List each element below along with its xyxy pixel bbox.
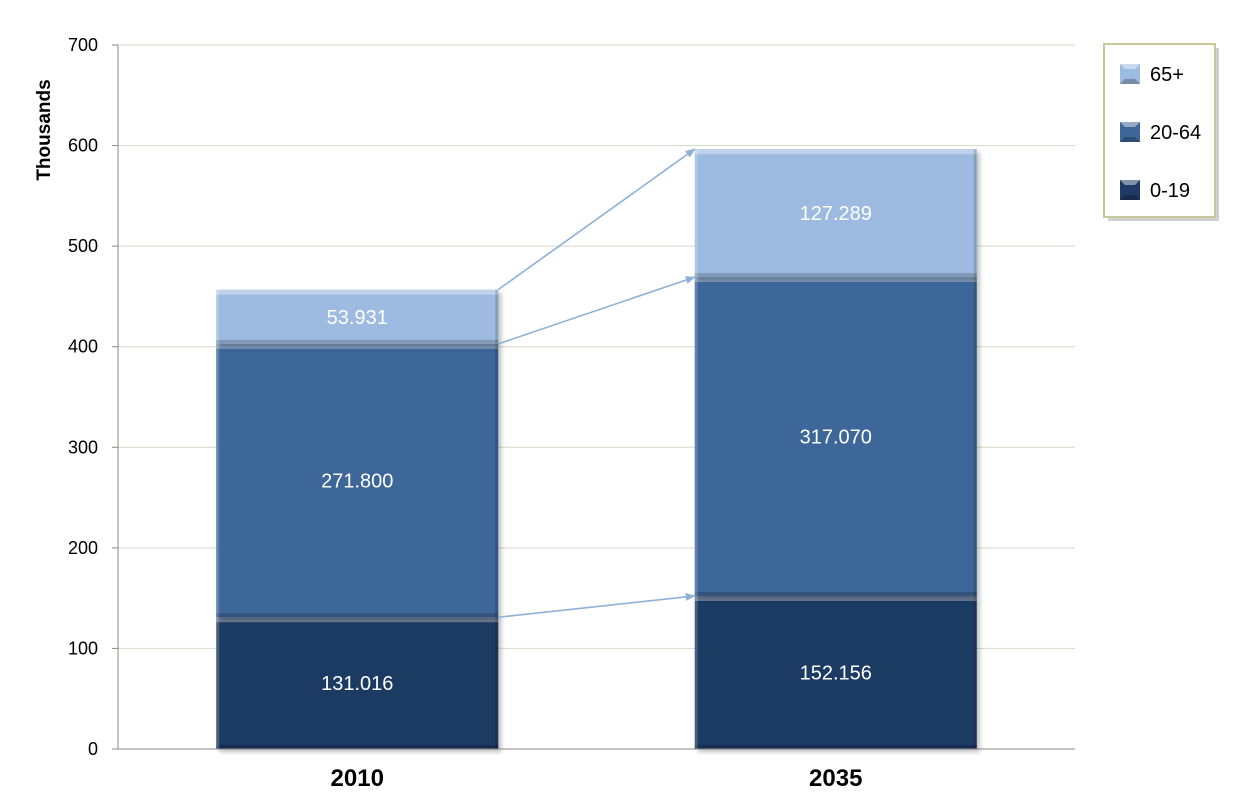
legend-label-65+: 65+ <box>1150 64 1184 86</box>
bar-segment-bevel-left <box>216 343 220 618</box>
y-tick-label: 600 <box>68 136 98 156</box>
bar-segment-65+-2035 <box>694 149 977 278</box>
bar-segment-bevel-left <box>694 595 698 749</box>
legend-swatch-20-64 <box>1120 122 1140 142</box>
bar-segment-20-64-2010 <box>216 343 499 618</box>
bar-segment-bevel-right <box>973 277 977 596</box>
bar-segment-bevel-top <box>216 289 499 295</box>
bar-segment-fill <box>216 617 499 749</box>
bar-segment-fill <box>216 343 499 618</box>
bar-segment-bevel-right <box>973 149 977 278</box>
legend-swatch-65+ <box>1120 64 1140 84</box>
legend-swatch-fill <box>1120 64 1140 84</box>
legend-swatch-bevel-top <box>1120 180 1140 185</box>
bar-segment-fill <box>694 595 977 749</box>
bar-segment-0-19-2010 <box>216 617 499 749</box>
y-tick-label: 400 <box>68 337 98 357</box>
bar-segment-bevel-top <box>216 343 499 349</box>
bar-segment-bevel-right <box>495 289 499 344</box>
data-label: 131.016 <box>321 673 393 695</box>
legend-swatch-bevel-top <box>1120 122 1140 127</box>
y-tick-label: 700 <box>68 35 98 55</box>
legend-label-0-19: 0-19 <box>1150 180 1190 202</box>
bar-segment-bevel-bottom <box>694 591 977 596</box>
bar-segment-bevel-left <box>694 149 698 278</box>
y-tick-label: 200 <box>68 538 98 558</box>
y-tick-label: 0 <box>88 739 98 759</box>
y-tick-label: 500 <box>68 236 98 256</box>
bar-segment-bevel-bottom <box>216 613 499 618</box>
data-label: 53.931 <box>327 307 388 329</box>
bar-segment-fill <box>694 277 977 596</box>
data-label: 271.800 <box>321 471 393 493</box>
growth-arrow-20-64 <box>497 276 696 345</box>
bar-segment-20-64-2035 <box>694 277 977 596</box>
data-label: 152.156 <box>800 662 872 684</box>
bar-segment-bevel-bottom <box>216 745 499 749</box>
legend-swatch-0-19 <box>1120 180 1140 200</box>
bar-segment-bevel-top <box>216 617 499 623</box>
axes: 0 100 200 300 400 500 600 700 2010 2035 <box>68 35 1075 792</box>
legend-label-20-64: 20-64 <box>1150 122 1201 144</box>
bar-segment-bevel-left <box>216 289 220 344</box>
growth-arrows <box>497 148 696 619</box>
y-tick-label: 100 <box>68 638 98 658</box>
data-label: 127.289 <box>800 203 872 225</box>
bar-segment-bevel-bottom <box>694 273 977 278</box>
bar-segment-fill <box>694 149 977 278</box>
growth-arrow-65+ <box>497 148 696 291</box>
growth-arrow-0-19 <box>498 592 696 619</box>
bars: 131.016 271.800 53.931 152.156 317.070 127.28… <box>216 149 977 749</box>
bar-segment-65+-2010 <box>216 289 499 344</box>
bar-segment-bevel-bottom <box>694 745 977 749</box>
bar-segment-bevel-right <box>973 595 977 749</box>
bar-segment-bevel-left <box>216 617 220 749</box>
legend-swatch-fill <box>1120 122 1140 142</box>
y-tick-label: 300 <box>68 437 98 457</box>
legend-swatch-bevel-bottom <box>1120 137 1140 142</box>
bar-segment-bevel-top <box>694 277 977 283</box>
bar-segment-bevel-top <box>694 595 977 601</box>
bar-segment-bevel-left <box>694 277 698 596</box>
bar-segment-0-19-2035 <box>694 595 977 749</box>
bar-segment-bevel-right <box>495 617 499 749</box>
legend-swatch-bevel-top <box>1120 64 1140 69</box>
legend-swatch-bevel-bottom <box>1120 195 1140 200</box>
bar-segment-fill <box>216 289 499 344</box>
legend-swatch-bevel-bottom <box>1120 79 1140 84</box>
legend: 65+ 20-64 0-19 <box>1103 43 1219 221</box>
bar-segment-bevel-top <box>694 149 977 155</box>
bar-segment-bevel-right <box>495 343 499 618</box>
data-label: 317.070 <box>800 427 872 449</box>
x-category-label: 2010 <box>331 765 384 792</box>
bar-segment-bevel-bottom <box>216 339 499 344</box>
x-category-label: 2035 <box>809 765 862 792</box>
legend-swatch-fill <box>1120 180 1140 200</box>
y-axis-title: Thousands <box>34 79 55 180</box>
